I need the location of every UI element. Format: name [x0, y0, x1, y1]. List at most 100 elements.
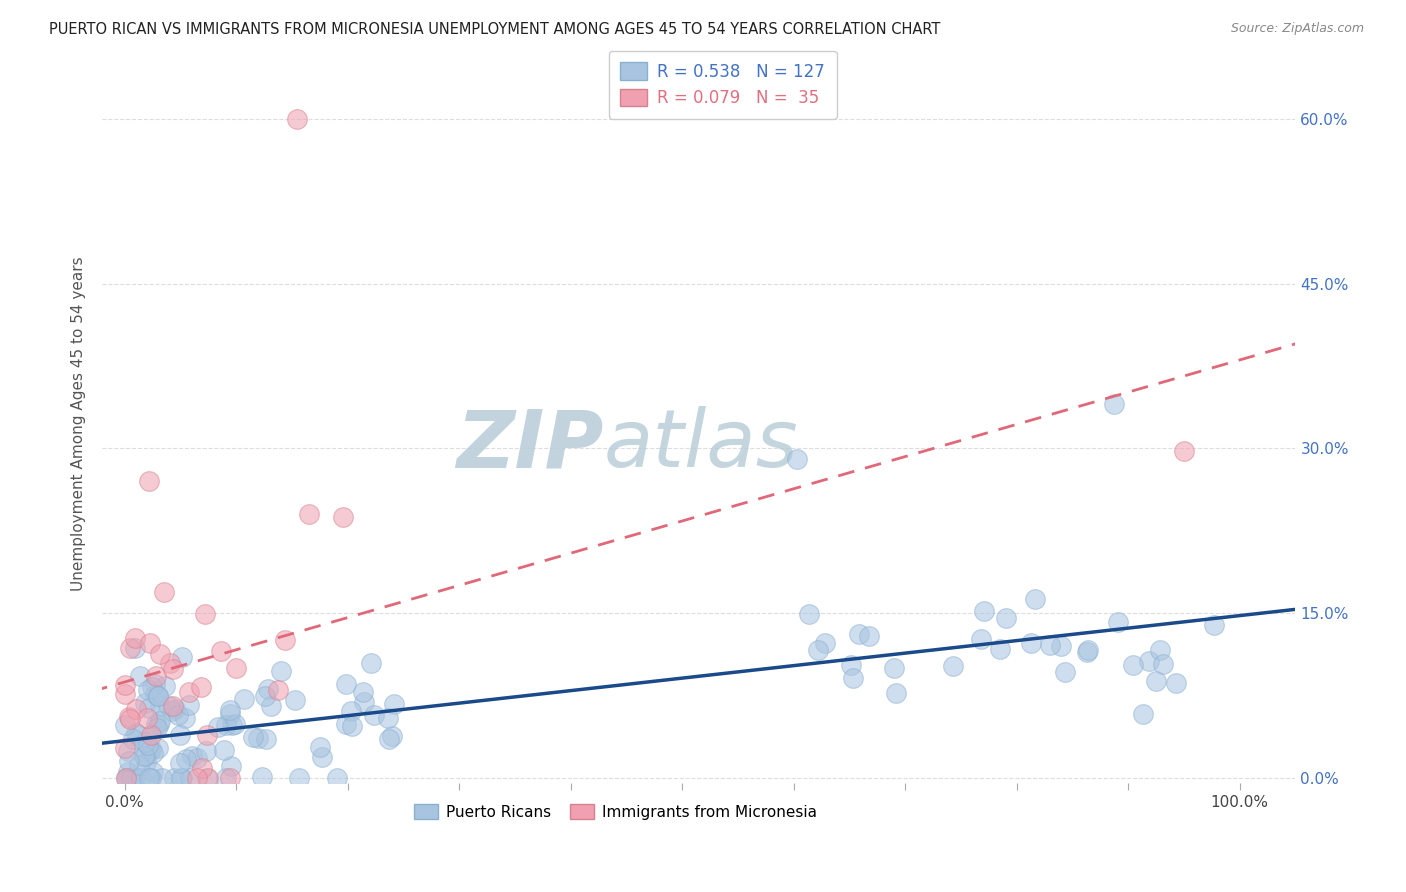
Point [179, 698, 201, 712]
Point [1019, 636, 1042, 650]
Y-axis label: Unemployment Among Ages 45 to 54 years: Unemployment Among Ages 45 to 54 years [72, 256, 86, 591]
Point [170, 650, 193, 665]
Point [118, 755, 141, 769]
Point [988, 641, 1011, 656]
Point [284, 692, 307, 706]
Point [155, 680, 177, 694]
Point [360, 656, 382, 670]
Point [1077, 642, 1099, 657]
Point [973, 604, 995, 618]
Point [135, 755, 157, 769]
Point [257, 681, 280, 696]
Point [340, 704, 363, 718]
Point [114, 771, 136, 785]
Point [125, 726, 148, 740]
Point [149, 647, 172, 661]
Point [139, 744, 162, 758]
Point [267, 682, 290, 697]
Point [242, 730, 264, 744]
Point [970, 632, 993, 647]
Point [197, 771, 219, 785]
Text: Source: ZipAtlas.com: Source: ZipAtlas.com [1230, 22, 1364, 36]
Point [114, 718, 136, 732]
Point [124, 641, 146, 656]
Point [134, 749, 156, 764]
Point [120, 712, 142, 726]
Point [218, 771, 240, 785]
Point [194, 607, 217, 621]
Point [1202, 618, 1225, 632]
Point [1050, 639, 1073, 653]
Point [813, 636, 835, 650]
Point [114, 741, 136, 756]
Point [311, 749, 333, 764]
Point [253, 689, 276, 703]
Point [141, 742, 163, 756]
Point [1024, 592, 1046, 607]
Point [138, 739, 160, 753]
Point [797, 607, 820, 621]
Point [786, 452, 808, 467]
Point [141, 728, 163, 742]
Point [128, 669, 150, 683]
Point [848, 627, 870, 641]
Point [124, 771, 146, 785]
Point [1076, 645, 1098, 659]
Point [381, 729, 404, 743]
Point [195, 728, 218, 742]
Point [190, 680, 212, 694]
Point [131, 771, 153, 785]
Point [124, 632, 146, 646]
Point [1053, 665, 1076, 679]
Point [162, 662, 184, 676]
Point [858, 629, 880, 643]
Point [886, 685, 908, 699]
Point [169, 728, 191, 742]
Text: atlas: atlas [603, 406, 799, 484]
Point [169, 756, 191, 770]
Point [114, 687, 136, 701]
Point [260, 699, 283, 714]
Point [807, 643, 830, 657]
Point [170, 771, 193, 785]
Point [177, 685, 200, 699]
Point [994, 611, 1017, 625]
Point [273, 632, 295, 647]
Point [125, 702, 148, 716]
Point [165, 702, 187, 716]
Point [378, 732, 401, 747]
Point [1132, 707, 1154, 722]
Point [166, 708, 188, 723]
Point [352, 685, 374, 699]
Point [363, 707, 385, 722]
Point [176, 752, 198, 766]
Point [209, 643, 232, 657]
Point [297, 508, 319, 522]
Point [195, 771, 218, 785]
Point [114, 678, 136, 692]
Point [1107, 615, 1129, 630]
Point [1039, 638, 1062, 652]
Point [839, 658, 862, 673]
Text: PUERTO RICAN VS IMMIGRANTS FROM MICRONESIA UNEMPLOYMENT AMONG AGES 45 TO 54 YEAR: PUERTO RICAN VS IMMIGRANTS FROM MICRONES… [49, 22, 941, 37]
Point [141, 681, 163, 695]
Point [145, 669, 167, 683]
Point [120, 771, 142, 785]
Point [1102, 397, 1125, 411]
Point [117, 771, 139, 785]
Point [149, 698, 172, 713]
Point [120, 640, 142, 655]
Point [148, 717, 170, 731]
Point [309, 739, 332, 754]
Point [142, 765, 165, 780]
Point [138, 700, 160, 714]
Point [215, 717, 238, 731]
Point [139, 636, 162, 650]
Point [186, 771, 208, 785]
Point [225, 661, 247, 675]
Point [132, 748, 155, 763]
Point [146, 721, 169, 735]
Point [146, 689, 169, 703]
Point [377, 711, 399, 725]
Point [191, 761, 214, 775]
